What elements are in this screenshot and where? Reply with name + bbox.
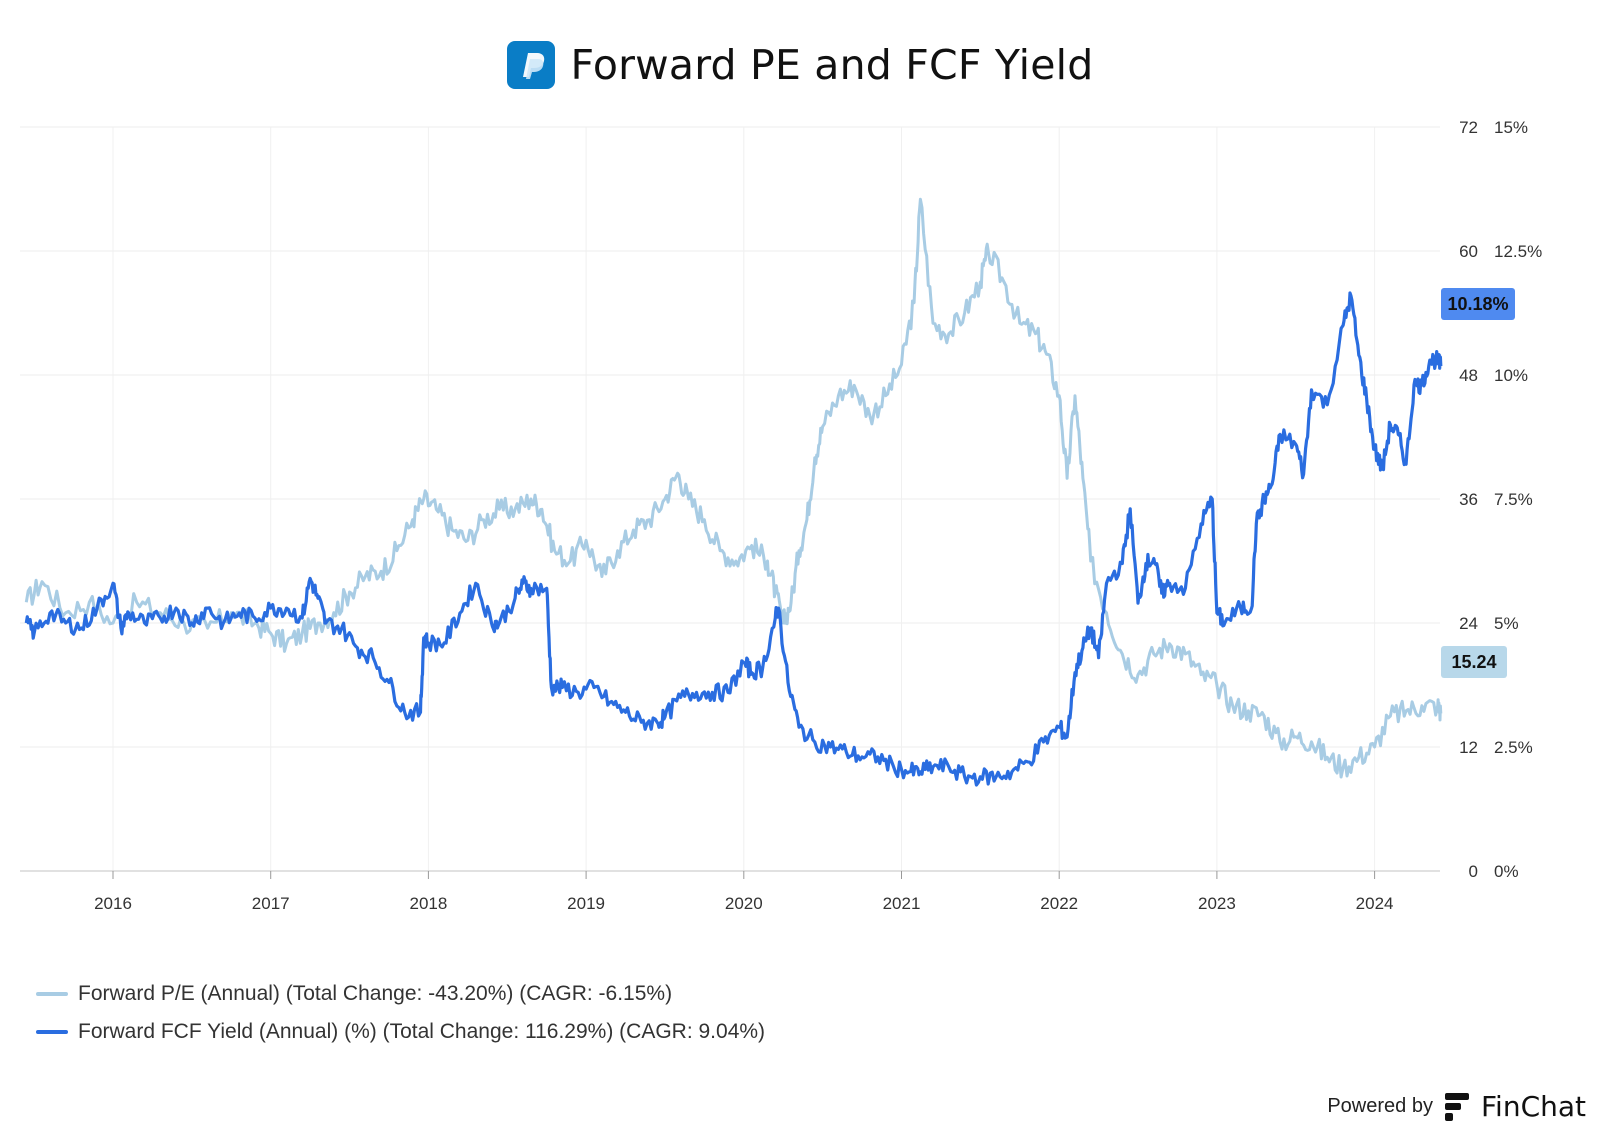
x-tick-label: 2017 bbox=[252, 894, 290, 913]
paypal-logo-icon bbox=[506, 41, 555, 89]
legend-label-pe: Forward P/E (Annual) (Total Change: -43.… bbox=[78, 982, 673, 1005]
legend-label-fcf: Forward FCF Yield (Annual) (%) (Total Ch… bbox=[78, 1020, 766, 1043]
x-tick-label: 2021 bbox=[883, 894, 921, 913]
pe-last-value-badge: 15.24 bbox=[1441, 646, 1507, 678]
series-layer bbox=[24, 197, 1443, 787]
x-tick-label: 2023 bbox=[1198, 894, 1236, 913]
grid-lines bbox=[20, 126, 1440, 871]
y-left-tick-label: 48 bbox=[1459, 366, 1478, 385]
powered-by-footer: Powered by FinChat bbox=[1327, 1090, 1586, 1123]
fcf-last-value-badge: 10.18% bbox=[1441, 288, 1515, 320]
series-line-fcf-yield bbox=[24, 291, 1443, 787]
chart-legend: Forward P/E (Annual) (Total Change: -43.… bbox=[36, 975, 765, 1051]
y-left-tick-label: 24 bbox=[1459, 614, 1478, 633]
x-tick-label: 2020 bbox=[725, 894, 763, 913]
y-right-tick-label: 12.5% bbox=[1494, 242, 1542, 261]
chart-title: Forward PE and FCF Yield bbox=[570, 41, 1094, 89]
x-tick-label: 2016 bbox=[94, 894, 132, 913]
y-left-tick-label: 36 bbox=[1459, 490, 1478, 509]
x-tick-label: 2019 bbox=[567, 894, 605, 913]
legend-item-fcf[interactable]: Forward FCF Yield (Annual) (%) (Total Ch… bbox=[36, 1013, 765, 1051]
x-tick-label: 2018 bbox=[409, 894, 447, 913]
x-tick-label: 2022 bbox=[1040, 894, 1078, 913]
series-line-forward-pe bbox=[24, 197, 1443, 779]
y-right-tick-label: 5% bbox=[1494, 614, 1519, 633]
y-left-tick-label: 0 bbox=[1469, 862, 1478, 881]
legend-item-pe[interactable]: Forward P/E (Annual) (Total Change: -43.… bbox=[36, 975, 765, 1013]
y-left-tick-label: 12 bbox=[1459, 738, 1478, 757]
y-right-tick-label: 10% bbox=[1494, 366, 1528, 385]
legend-swatch-pe bbox=[36, 992, 68, 996]
legend-swatch-fcf bbox=[36, 1030, 68, 1034]
finchat-brand: FinChat bbox=[1480, 1090, 1586, 1123]
finchat-logo-icon bbox=[1443, 1091, 1471, 1123]
x-tick-label: 2024 bbox=[1356, 894, 1394, 913]
y-axes: 0 0% 12 2.5% 24 5% 36 7.5% 48 10% 60 12.5% 72 15% bbox=[1459, 118, 1542, 881]
x-axis: 2016 2017 2018 2019 2020 2021 2022 2023 2024 bbox=[20, 870, 1440, 913]
chart-title-row: Forward PE and FCF Yield bbox=[0, 30, 1600, 100]
y-left-tick-label: 72 bbox=[1459, 118, 1478, 137]
y-right-tick-label: 7.5% bbox=[1494, 490, 1533, 509]
powered-by-text: Powered by bbox=[1327, 1095, 1433, 1117]
y-right-tick-label: 2.5% bbox=[1494, 738, 1533, 757]
y-right-tick-label: 15% bbox=[1494, 118, 1528, 137]
y-left-tick-label: 60 bbox=[1459, 242, 1478, 261]
y-right-tick-label: 0% bbox=[1494, 862, 1519, 881]
